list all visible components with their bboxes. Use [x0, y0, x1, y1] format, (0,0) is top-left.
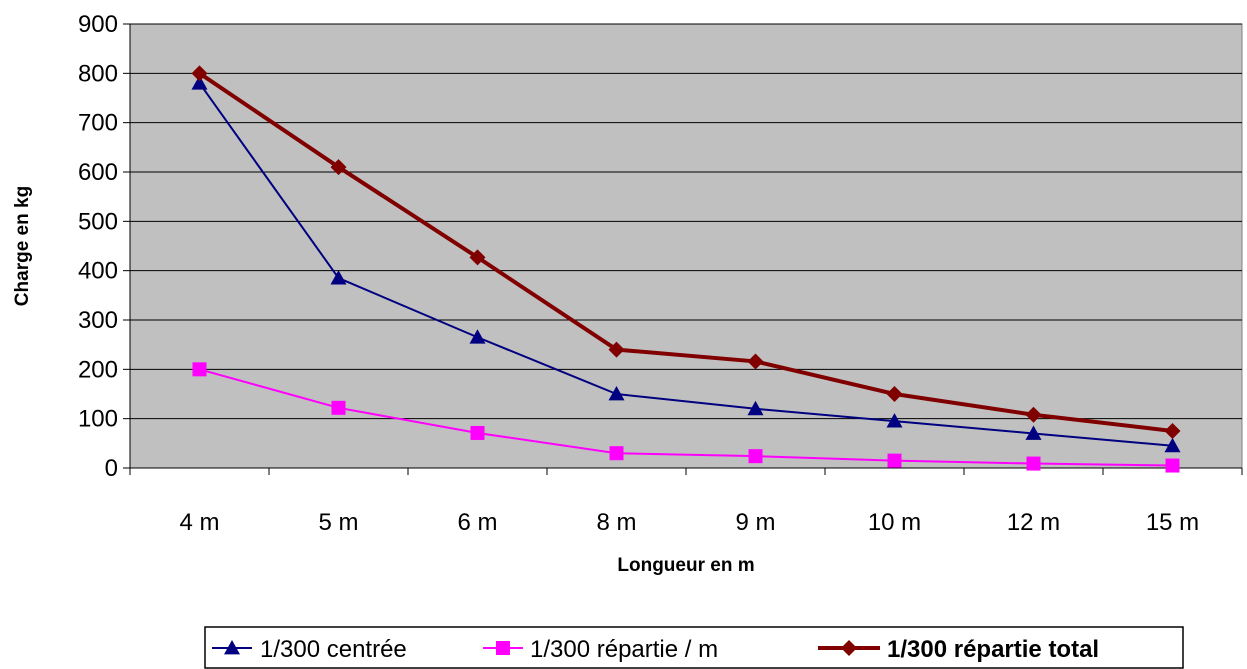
series-1: [191, 75, 1181, 453]
data-point: [331, 400, 346, 415]
data-point: [1165, 458, 1180, 473]
y-tick-label: 600: [78, 159, 118, 186]
legend-marker: [224, 640, 240, 655]
data-point: [470, 425, 485, 440]
y-tick-label: 200: [78, 356, 118, 383]
data-point: [469, 249, 486, 266]
y-tick-label: 500: [78, 208, 118, 235]
data-point: [887, 453, 902, 468]
series-line: [198, 82, 1173, 447]
data-point: [191, 75, 208, 90]
legend-label: 1/300 répartie total: [887, 636, 1099, 663]
y-axis: 0 100 200 300 400 500 600 700 800 900: [78, 11, 131, 482]
y-tick-label: 400: [78, 258, 118, 285]
legend: 1/300 centrée 1/300 répartie / m 1/300 rép…: [204, 626, 1184, 669]
legend-label: 1/300 centrée: [260, 636, 407, 663]
data-point: [886, 386, 903, 402]
data-point: [192, 362, 207, 377]
y-tick-label: 900: [78, 11, 118, 38]
data-point: [608, 386, 625, 401]
data-point: [747, 353, 764, 370]
x-tick-label: 12 m: [1007, 509, 1060, 536]
data-point: [1025, 425, 1042, 440]
series-line: [199, 368, 1173, 467]
legend-item: 1/300 centrée: [212, 636, 407, 663]
x-axis-title: Longueur en m: [617, 555, 754, 576]
x-tick-label: 9 m: [735, 509, 775, 536]
data-point: [609, 446, 624, 461]
y-tick-label: 0: [105, 455, 118, 482]
data-point: [469, 329, 486, 344]
y-tick-label: 700: [78, 110, 118, 137]
data-point: [1026, 456, 1041, 471]
x-axis: 4 m 5 m 6 m 8 m 9 m 10 m 12 m 15 m: [129, 467, 1243, 536]
series-3: [191, 65, 1181, 439]
data-point: [747, 400, 764, 416]
legend-marker: [496, 641, 510, 655]
data-point: [330, 270, 347, 285]
data-point: [1025, 406, 1042, 423]
x-tick-label: 8 m: [596, 509, 636, 536]
x-tick-label: 4 m: [179, 509, 219, 536]
data-point: [886, 413, 903, 428]
y-tick-label: 300: [78, 307, 118, 334]
data-point: [1164, 423, 1181, 439]
series-line: [198, 71, 1173, 433]
data-point: [748, 449, 763, 464]
x-tick-label: 5 m: [318, 509, 358, 536]
x-tick-label: 10 m: [868, 509, 921, 536]
data-point: [330, 159, 347, 176]
x-tick-label: 15 m: [1146, 509, 1199, 536]
x-tick-label: 6 m: [457, 509, 497, 536]
series-group: [191, 65, 1181, 473]
y-tick-label: 800: [78, 60, 118, 87]
legend-item: 1/300 répartie total: [818, 636, 1099, 663]
data-point: [1164, 437, 1181, 453]
series-2: [192, 362, 1180, 473]
legend-label: 1/300 répartie / m: [530, 636, 718, 663]
data-point: [608, 341, 625, 358]
legend-marker: [841, 640, 857, 656]
y-axis-title: Charge en kg: [12, 186, 33, 306]
legend-box: [204, 626, 1184, 669]
y-tick-label: 100: [78, 406, 118, 433]
legend-item: 1/300 répartie / m: [483, 636, 718, 663]
data-point: [191, 65, 208, 82]
